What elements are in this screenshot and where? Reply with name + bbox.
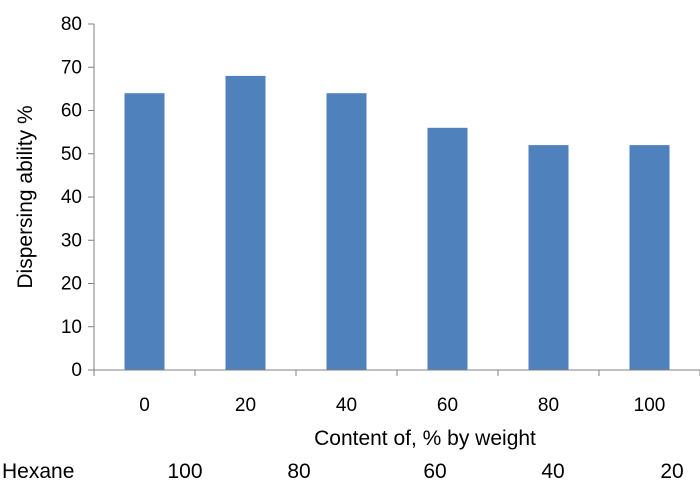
- y-axis-title: Dispersing ability %: [14, 105, 37, 288]
- hexane-value: 60: [423, 460, 446, 483]
- x-ticks: 0 20 40 60 80 100: [93, 370, 700, 416]
- y-tick-label: 40: [61, 187, 82, 208]
- hexane-value: 20: [660, 460, 683, 483]
- hexane-value: 40: [541, 460, 564, 483]
- y-tick-label: 10: [61, 317, 82, 338]
- x-tick-label: 80: [538, 395, 559, 416]
- bar: [427, 127, 468, 370]
- bar: [629, 145, 670, 370]
- hexane-row: Hexane 100 80 60 40 20: [2, 460, 684, 483]
- x-axis-title: Content of, % by weight: [314, 427, 536, 450]
- hexane-value: 80: [287, 460, 310, 483]
- x-tick-label: 20: [235, 395, 256, 416]
- y-tick-label: 70: [61, 57, 82, 78]
- bar: [326, 93, 367, 370]
- y-tick-label: 30: [61, 230, 82, 251]
- y-tick-label: 0: [71, 360, 82, 381]
- x-tick-label: 40: [336, 395, 357, 416]
- bar: [124, 93, 165, 370]
- hexane-row-label: Hexane: [2, 460, 74, 483]
- y-tick-label: 50: [61, 144, 82, 165]
- x-tick-label: 0: [139, 395, 150, 416]
- bar: [528, 145, 569, 370]
- y-tick-label: 20: [61, 274, 82, 295]
- y-tick-label: 80: [61, 14, 82, 35]
- y-ticks: 0 10 20 30 40 50 60 70 80: [61, 14, 94, 381]
- bar: [225, 75, 266, 371]
- axes: [93, 24, 700, 371]
- hexane-value: 100: [167, 460, 202, 483]
- bars: [124, 75, 670, 371]
- x-tick-label: 60: [437, 395, 458, 416]
- y-tick-label: 60: [61, 101, 82, 122]
- x-tick-label: 100: [634, 395, 666, 416]
